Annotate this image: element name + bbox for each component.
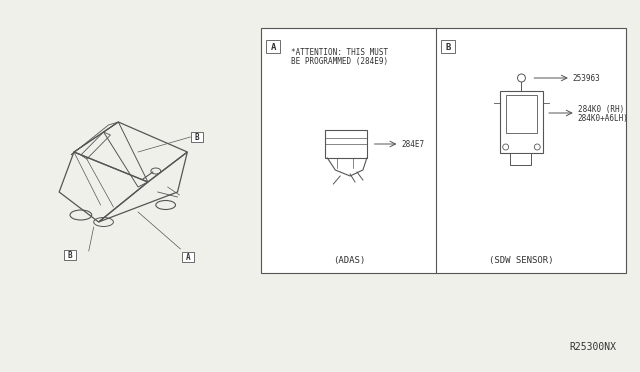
Text: A: A <box>271 42 276 51</box>
Bar <box>261 28 626 273</box>
Text: B: B <box>445 42 451 51</box>
Text: 253963: 253963 <box>573 74 600 83</box>
Text: B: B <box>68 250 72 260</box>
Bar <box>191 132 203 142</box>
Text: R25300NX: R25300NX <box>570 342 616 352</box>
Text: (SDW SENSOR): (SDW SENSOR) <box>489 257 554 266</box>
Bar <box>266 40 280 53</box>
Text: A: A <box>186 253 191 262</box>
Text: 284K0 (RH): 284K0 (RH) <box>578 105 624 113</box>
Bar <box>500 91 543 153</box>
Bar <box>182 252 195 262</box>
Bar <box>506 95 537 133</box>
Bar <box>64 250 76 260</box>
Text: (ADAS): (ADAS) <box>333 257 365 266</box>
Text: 284E7: 284E7 <box>401 140 424 148</box>
Text: 284K0+A6LH): 284K0+A6LH) <box>578 113 628 122</box>
Text: B: B <box>195 132 200 141</box>
Bar <box>509 153 531 165</box>
Text: BE PROGRAMMED (284E9): BE PROGRAMMED (284E9) <box>291 57 388 66</box>
Bar <box>442 40 455 53</box>
Text: *ATTENTION: THIS MUST: *ATTENTION: THIS MUST <box>291 48 388 57</box>
